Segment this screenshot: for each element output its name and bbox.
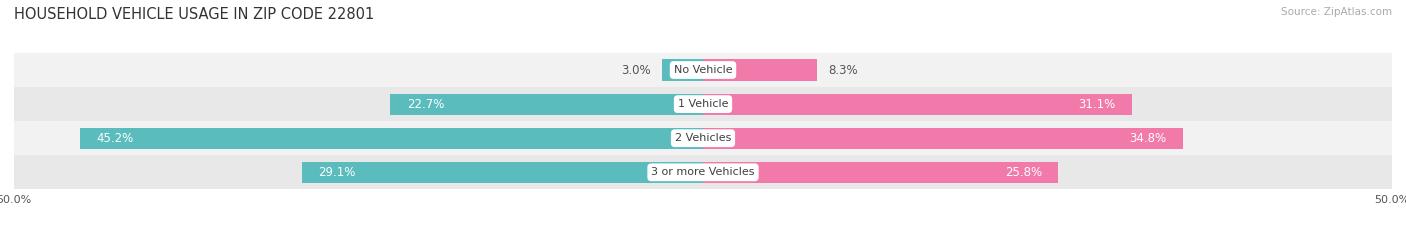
Text: HOUSEHOLD VEHICLE USAGE IN ZIP CODE 22801: HOUSEHOLD VEHICLE USAGE IN ZIP CODE 2280… [14, 7, 374, 22]
Text: 45.2%: 45.2% [97, 132, 134, 145]
Text: 34.8%: 34.8% [1129, 132, 1166, 145]
Text: 2 Vehicles: 2 Vehicles [675, 133, 731, 143]
Bar [703, 128, 1182, 149]
Text: 3.0%: 3.0% [621, 64, 651, 76]
Text: 8.3%: 8.3% [828, 64, 858, 76]
Text: 31.1%: 31.1% [1078, 98, 1115, 111]
Text: No Vehicle: No Vehicle [673, 65, 733, 75]
Bar [14, 87, 1392, 121]
Bar [80, 128, 703, 149]
Bar [14, 53, 1392, 87]
Text: 1 Vehicle: 1 Vehicle [678, 99, 728, 109]
Text: 3 or more Vehicles: 3 or more Vehicles [651, 167, 755, 177]
Bar [302, 162, 703, 183]
Text: 29.1%: 29.1% [319, 166, 356, 179]
Bar [662, 59, 703, 81]
Bar [703, 93, 1132, 115]
Bar [14, 155, 1392, 189]
Bar [703, 59, 817, 81]
Text: Source: ZipAtlas.com: Source: ZipAtlas.com [1281, 7, 1392, 17]
Bar [391, 93, 703, 115]
Text: 22.7%: 22.7% [406, 98, 444, 111]
Bar [14, 121, 1392, 155]
Bar [703, 162, 1059, 183]
Text: 25.8%: 25.8% [1005, 166, 1042, 179]
